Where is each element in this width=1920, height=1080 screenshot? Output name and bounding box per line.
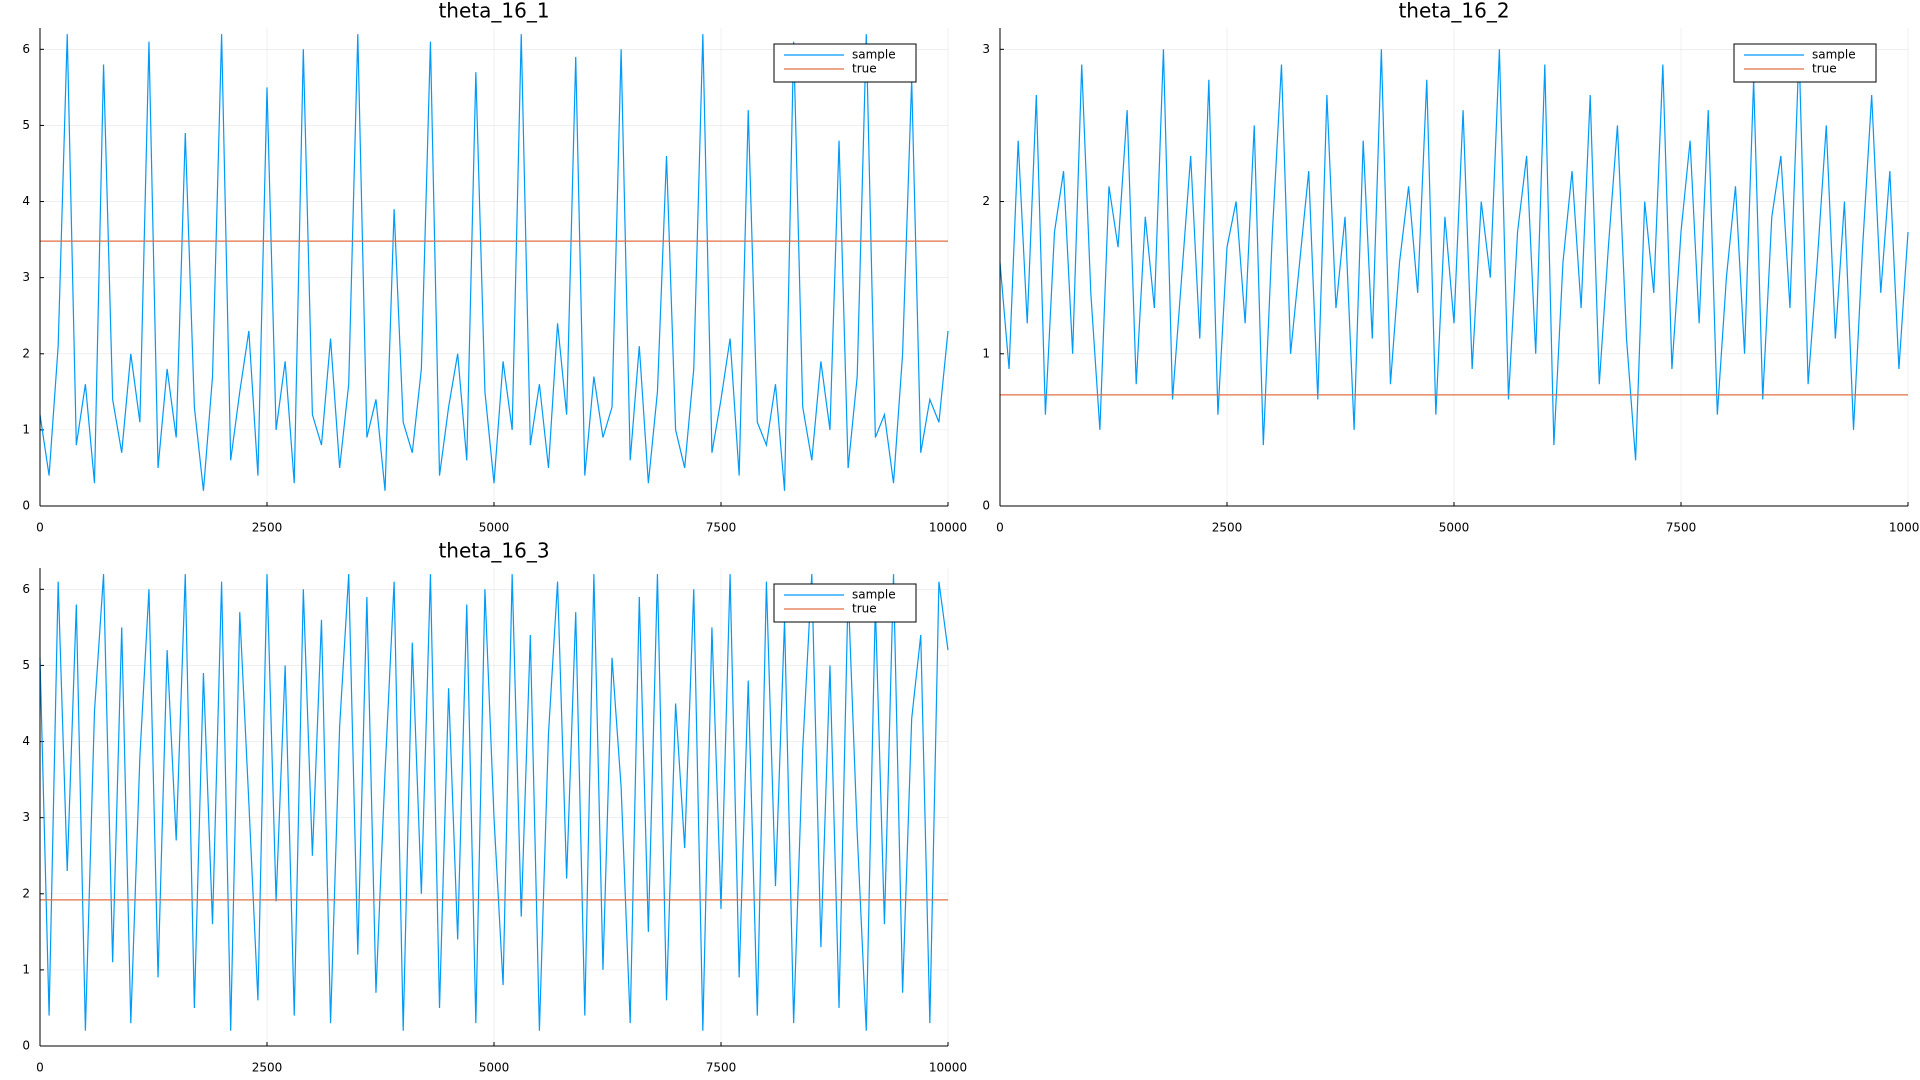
x-tick-label: 0 [36,521,44,535]
y-tick-label: 4 [22,194,30,208]
chart-title: theta_16_2 [1398,0,1509,23]
legend-label: true [852,62,877,76]
y-tick-label: 3 [22,810,30,824]
y-tick-label: 2 [22,886,30,900]
x-tick-label: 7500 [1666,521,1697,535]
y-tick-label: 2 [22,346,30,360]
y-tick-label: 5 [22,118,30,132]
y-tick-label: 5 [22,658,30,672]
legend-label: sample [1812,48,1856,62]
sample-line [39,34,949,491]
y-tick-label: 3 [982,42,990,56]
legend-box [1733,43,1877,83]
x-tick-label: 5000 [1439,521,1470,535]
y-tick-label: 0 [982,499,990,513]
y-tick-label: 1 [22,422,30,436]
y-tick-label: 4 [22,734,30,748]
y-tick-label: 1 [22,962,30,976]
legend-box [773,583,917,623]
legend-label: true [852,602,877,616]
x-tick-label: 2500 [252,521,283,535]
x-tick-label: 5000 [479,521,510,535]
y-tick-label: 0 [22,1039,30,1053]
y-tick-label: 6 [22,42,30,56]
legend-label: sample [852,48,896,62]
y-tick-label: 0 [22,499,30,513]
x-tick-label: 0 [36,1061,44,1075]
x-tick-label: 10000 [929,521,967,535]
sample-line [999,49,1909,461]
x-tick-label: 7500 [706,1061,737,1075]
x-tick-label: 10000 [1889,521,1920,535]
legend-box [773,43,917,83]
y-tick-label: 2 [982,194,990,208]
y-tick-label: 1 [982,346,990,360]
x-tick-label: 10000 [929,1061,967,1075]
y-tick-label: 6 [22,582,30,596]
y-tick-label: 3 [22,270,30,284]
x-tick-label: 2500 [1212,521,1243,535]
chart-title: theta_16_1 [438,0,549,23]
x-tick-label: 7500 [706,521,737,535]
sample-line [39,574,949,1031]
legend-label: sample [852,588,896,602]
chart-title: theta_16_3 [438,539,549,563]
x-tick-label: 0 [996,521,1004,535]
x-tick-label: 2500 [252,1061,283,1075]
legend-label: true [1812,62,1837,76]
x-tick-label: 5000 [479,1061,510,1075]
